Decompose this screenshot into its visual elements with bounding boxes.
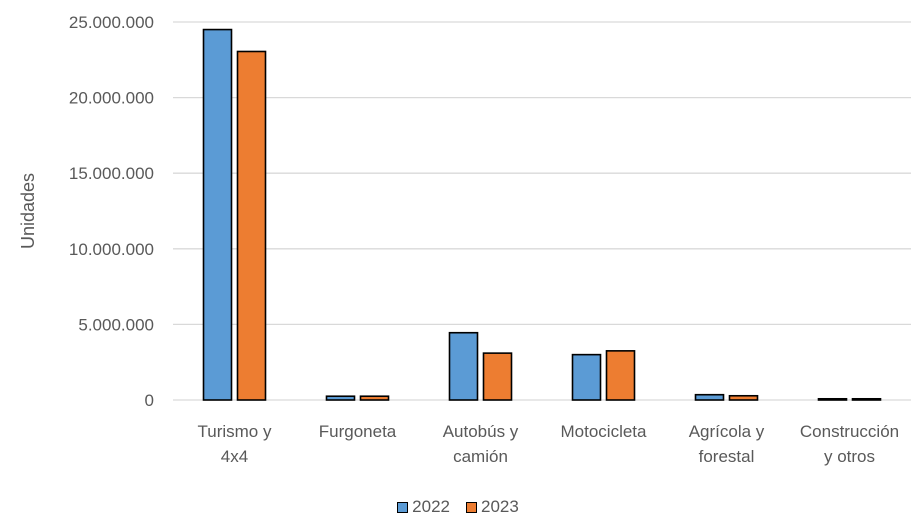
x-tick-label: Motocicleta: [561, 422, 648, 441]
bar-2023: [482, 352, 513, 401]
bar-2022: [448, 331, 479, 401]
bar-2023: [359, 395, 390, 401]
bar-2022: [202, 28, 233, 401]
legend-item-2023: 2023: [466, 497, 519, 517]
y-axis-title: Unidades: [18, 173, 38, 249]
bar-2023: [851, 397, 882, 401]
bar-2022: [571, 353, 602, 401]
x-tick-label: Construcción y otros: [800, 422, 899, 466]
legend-item-2022: 2022: [397, 497, 450, 517]
y-tick-label: 20.000.000: [69, 89, 154, 108]
y-tick-label: 10.000.000: [69, 240, 154, 259]
legend: 2022 2023: [0, 497, 916, 517]
gridlines: [173, 21, 911, 401]
bar-chart: 0 5.000.000 10.000.000 15.000.000 20.000.000…: [18, 13, 911, 466]
bar-2023: [236, 50, 267, 401]
legend-label-2022: 2022: [412, 497, 450, 516]
legend-label-2023: 2023: [481, 497, 519, 516]
x-axis-ticks: Turismo y 4x4 Furgoneta Autobús y camión Moto…: [198, 422, 900, 466]
bar-2023: [728, 394, 759, 401]
bar-2023: [605, 350, 636, 401]
bar-2022: [325, 395, 356, 401]
y-axis-ticks: 0 5.000.000 10.000.000 15.000.000 20.000.000…: [69, 13, 154, 410]
x-tick-label: Turismo y 4x4: [198, 422, 272, 466]
x-tick-label: Agrícola y forestal: [689, 422, 765, 466]
y-tick-label: 5.000.000: [78, 315, 154, 334]
x-tick-label: Autobús y camión: [443, 422, 519, 466]
legend-swatch-2022: [397, 501, 409, 513]
x-tick-label: Furgoneta: [319, 422, 397, 441]
y-tick-label: 15.000.000: [69, 164, 154, 183]
legend-swatch-2023: [466, 501, 477, 513]
y-tick-label: 0: [145, 391, 154, 410]
bar-2022: [694, 393, 725, 401]
bars: [202, 28, 882, 401]
bar-2022: [817, 397, 848, 401]
y-tick-label: 25.000.000: [69, 13, 154, 32]
